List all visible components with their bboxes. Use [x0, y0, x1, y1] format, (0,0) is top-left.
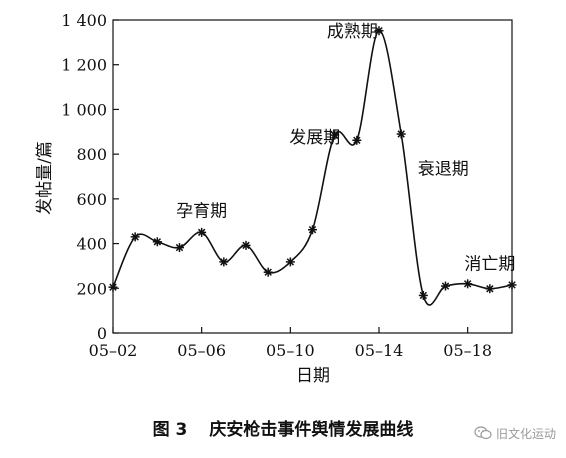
data-point [396, 129, 406, 139]
data-point [374, 26, 384, 36]
figure-caption: 图 3 庆安枪击事件舆情发展曲线 [0, 412, 566, 442]
data-point [441, 281, 450, 291]
data-point [507, 280, 517, 290]
plot-frame [112, 19, 513, 334]
y-tick-label: 200 [76, 279, 107, 298]
data-markers [108, 26, 517, 300]
phase-label: 孕育期 [176, 202, 227, 222]
data-point [197, 227, 207, 237]
data-point [263, 267, 273, 277]
phase-label: 成熟期 [327, 21, 378, 42]
data-point [463, 279, 473, 289]
data-point [241, 240, 251, 250]
x-tick-label: 05–18 [443, 341, 492, 360]
data-point [352, 135, 362, 145]
x-tick-label: 05–10 [266, 341, 315, 360]
data-point [175, 243, 184, 253]
y-axis: 0 200 400 600 800 1 000 1 200 1 400 [61, 11, 119, 343]
figure-number: 图 3 [152, 419, 188, 440]
phase-label: 衰退期 [418, 159, 469, 179]
data-point [330, 130, 340, 140]
phase-label: 发展期 [289, 128, 340, 148]
wechat-icon [474, 426, 492, 440]
watermark-text: 旧文化运动 [495, 426, 556, 441]
series-line [112, 29, 513, 306]
data-point [152, 237, 162, 247]
data-point [418, 290, 428, 300]
data-point [308, 225, 317, 235]
x-axis-label: 日期 [296, 366, 330, 386]
x-tick-label: 05–14 [355, 341, 404, 360]
watermark: 旧文化运动 [474, 422, 556, 444]
y-axis-label: 发帖量/篇 [35, 141, 55, 215]
y-tick-label: 1 000 [61, 100, 107, 119]
data-point [485, 284, 495, 294]
data-point [219, 257, 229, 267]
y-tick-label: 800 [76, 145, 107, 164]
data-point [108, 282, 118, 292]
figure-title: 庆安枪击事件舆情发展曲线 [209, 419, 414, 440]
y-tick-label: 400 [76, 235, 107, 254]
y-tick-label: 1 200 [61, 56, 107, 75]
y-tick-label: 600 [76, 190, 107, 209]
x-tick-label: 05–06 [177, 341, 226, 360]
phase-label: 消亡期 [464, 254, 515, 274]
x-tick-label: 05–02 [89, 341, 138, 360]
x-axis: 05–02 05–06 05–10 05–14 05–18 [89, 327, 492, 360]
plot-border [112, 19, 513, 334]
y-tick-label: 0 [97, 324, 107, 343]
data-point [130, 232, 140, 242]
data-point [285, 257, 295, 267]
y-tick-label: 1 400 [61, 11, 107, 30]
